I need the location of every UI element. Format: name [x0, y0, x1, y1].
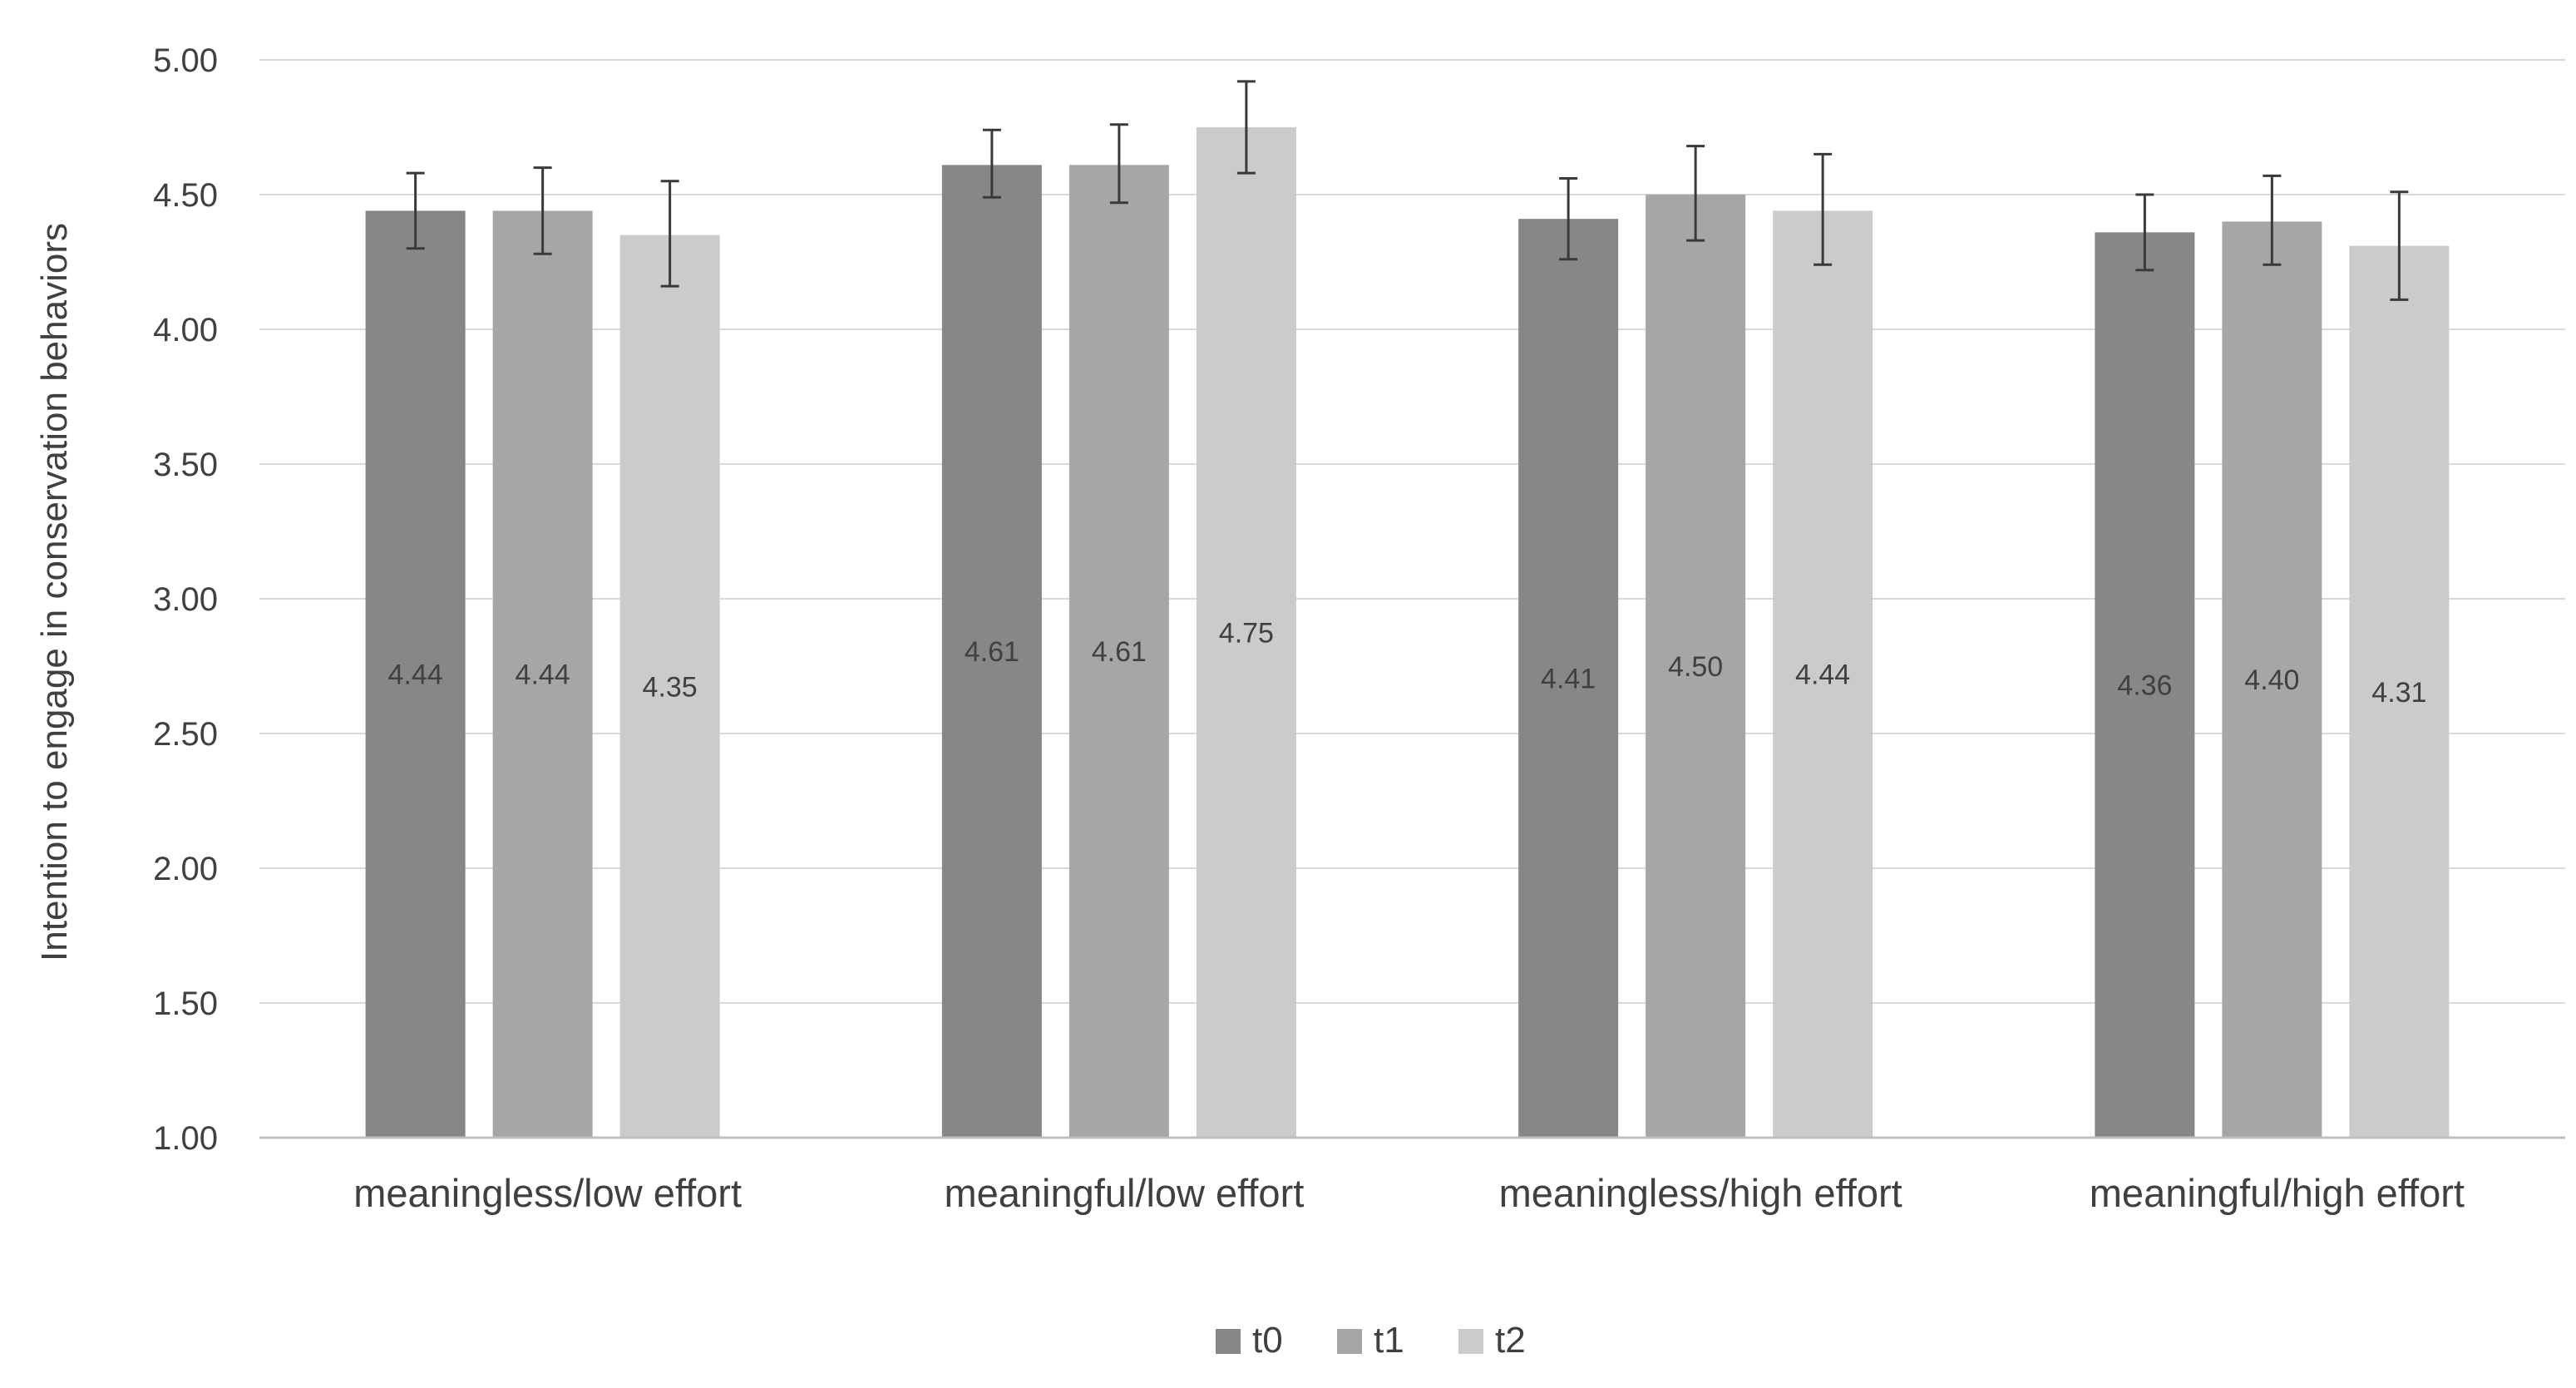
bar-t2 [619, 235, 720, 1139]
bar-t1 [492, 210, 593, 1139]
y-tick-label: 4.00 [153, 312, 218, 348]
y-tick-label: 1.00 [153, 1120, 218, 1157]
bar-t0 [1518, 219, 1619, 1138]
y-tick-label: 3.50 [153, 447, 218, 483]
bar-t0 [2095, 232, 2195, 1138]
legend-label-t1: t1 [1374, 1320, 1404, 1361]
y-tick-label: 4.50 [153, 177, 218, 214]
gridlines [259, 59, 2565, 1004]
y-tick-label: 1.50 [153, 985, 218, 1022]
legend: t0 t1 t2 [1216, 1320, 1526, 1361]
data-label-t2: 4.44 [1795, 659, 1850, 691]
y-tick-label: 3.00 [153, 581, 218, 618]
y-axis-title: Intention to engage in conservation beha… [34, 223, 75, 961]
legend-label-t2: t2 [1495, 1320, 1526, 1361]
x-category-label: meaningless/high effort [1499, 1171, 1902, 1215]
data-label-t1: 4.40 [2244, 664, 2299, 696]
data-labels: 4.44 4.44 4.35 4.61 4.61 4.75 4.41 4.50 4.44 4.36… [388, 618, 2427, 709]
data-label-t1: 4.44 [516, 659, 570, 691]
data-label-t2: 4.31 [2371, 677, 2426, 709]
y-tick-label: 2.00 [153, 851, 218, 887]
legend-swatch-t0 [1216, 1329, 1241, 1354]
bar-t2 [1196, 127, 1296, 1138]
bar-t1 [1068, 165, 1169, 1139]
legend-swatch-t1 [1337, 1329, 1362, 1354]
data-label-t2: 4.35 [643, 671, 698, 703]
data-label-t0: 4.36 [2117, 670, 2172, 702]
x-category-label: meaningless/low effort [353, 1171, 742, 1215]
y-tick-label: 2.50 [153, 716, 218, 753]
error-bars [406, 80, 2409, 301]
data-label-t0: 4.41 [1541, 664, 1596, 695]
bar-t1 [1646, 195, 1746, 1138]
bar-t2 [2349, 245, 2450, 1138]
bar-t0 [365, 210, 466, 1139]
bar-t1 [2222, 221, 2322, 1138]
data-label-t0: 4.61 [965, 636, 1019, 668]
data-label-t1: 4.61 [1092, 636, 1147, 668]
data-label-t0: 4.44 [388, 659, 443, 691]
x-category-label: meaningful/high effort [2090, 1171, 2465, 1215]
x-category-label: meaningful/low effort [944, 1171, 1304, 1215]
legend-label-t0: t0 [1252, 1320, 1283, 1361]
axes: 1.00 1.50 2.00 2.50 3.00 3.50 4.00 4.50 5.00 mean… [153, 42, 2565, 1215]
data-label-t2: 4.75 [1219, 618, 1274, 650]
y-tick-label: 5.00 [153, 42, 218, 79]
bar-t0 [941, 165, 1042, 1139]
data-label-t1: 4.50 [1668, 651, 1723, 683]
bars [365, 127, 2450, 1139]
legend-swatch-t2 [1458, 1329, 1483, 1354]
bar-t2 [1773, 210, 1873, 1139]
